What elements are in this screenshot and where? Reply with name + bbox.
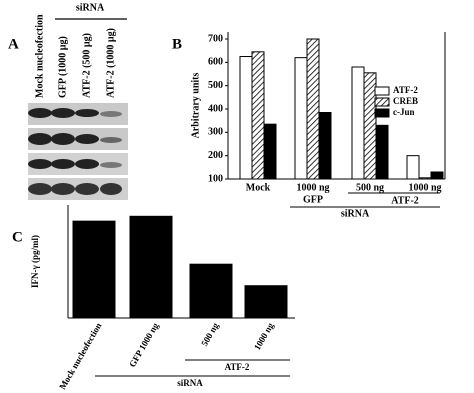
- group-label: siRNA: [76, 2, 105, 13]
- y-tick-label: 600: [208, 57, 223, 68]
- bar: [351, 66, 365, 180]
- bar: [318, 112, 332, 180]
- group-label: ATF-2: [391, 195, 419, 206]
- bar: [251, 51, 265, 180]
- group-label: siRNA: [177, 378, 203, 388]
- legend-label: ATF-2: [393, 85, 418, 95]
- lane-label: ATF-2 (500 µg): [81, 33, 92, 98]
- lane-label: ATF-2 (1000 µg): [105, 28, 116, 98]
- bar: [189, 263, 233, 319]
- y-tick-label: 300: [208, 127, 223, 138]
- blot: [28, 103, 128, 200]
- x-tick-label: 1000 ng: [408, 182, 441, 193]
- group-label: GFP: [303, 194, 323, 205]
- bar: [418, 177, 432, 180]
- legend-swatch: [374, 97, 390, 107]
- x-tick-label: GFP 1000 ng: [127, 321, 161, 369]
- bar: [72, 220, 116, 319]
- group-label: ATF-2: [225, 362, 250, 372]
- legend-label: c-Jun: [393, 107, 415, 117]
- bar: [375, 124, 389, 180]
- group-label: siRNA: [341, 208, 370, 219]
- legend-label: CREB: [393, 96, 418, 106]
- legend-swatch: [374, 108, 390, 118]
- legend-swatch: [374, 86, 390, 96]
- y-tick-label: 500: [208, 80, 223, 91]
- panel-label: A: [8, 36, 19, 52]
- y-tick-label: 400: [208, 103, 223, 114]
- y-tick-label: 100: [208, 173, 223, 184]
- x-tick-label: 500 ng: [199, 321, 221, 348]
- bar: [263, 123, 277, 180]
- x-tick-label: 1000 ng: [296, 182, 329, 193]
- panel-label: C: [12, 229, 23, 245]
- y-tick-label: 700: [208, 33, 223, 44]
- bar: [363, 72, 377, 180]
- bar: [244, 285, 288, 319]
- y-axis-label: IFN-γ (pg/ml): [30, 235, 40, 288]
- x-tick-label: Mock nucleofection: [57, 321, 103, 391]
- bar: [294, 57, 308, 180]
- bar: [129, 215, 173, 319]
- lane-label: Mock nucleofection: [34, 14, 45, 98]
- lane-label: GFP (1000 µg): [57, 36, 68, 98]
- x-tick-label: Mock: [246, 182, 271, 193]
- x-tick-label: 500 ng: [356, 182, 384, 193]
- bar: [406, 155, 420, 180]
- x-tick-label: 1000 ng: [252, 321, 276, 352]
- bar: [306, 38, 320, 180]
- panel-label: B: [172, 36, 182, 52]
- y-tick-label: 200: [208, 150, 223, 161]
- bar: [430, 171, 444, 180]
- y-axis-label: Arbitrary units: [190, 72, 201, 138]
- bar: [239, 56, 253, 180]
